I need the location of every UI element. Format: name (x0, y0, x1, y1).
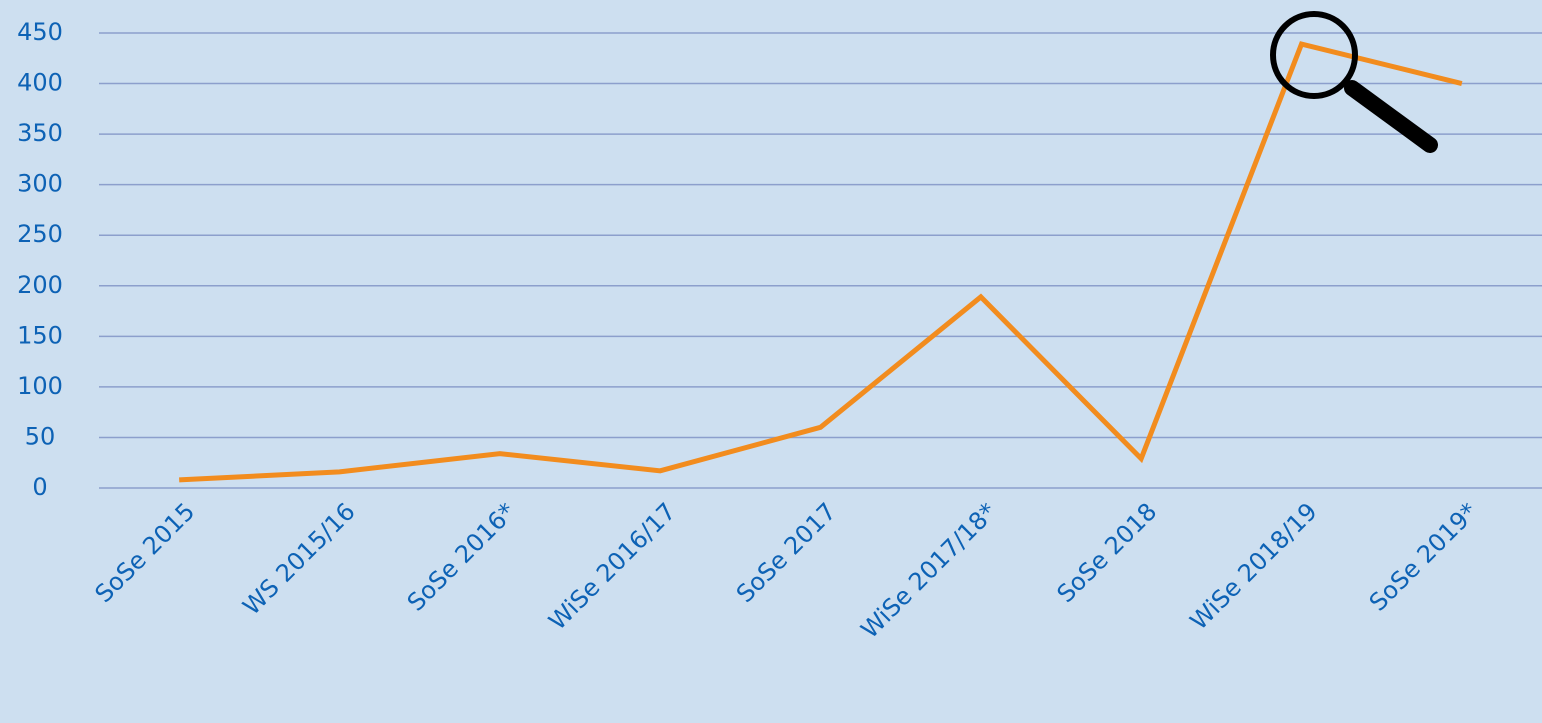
y-tick-label: 200 (17, 271, 63, 299)
data-line (179, 41, 1463, 483)
y-tick-label: 350 (17, 119, 63, 147)
y-tick-label: 0 (32, 473, 47, 501)
y-tick-label: 250 (17, 220, 63, 248)
y-tick-label: 100 (17, 372, 63, 400)
y-tick-label: 300 (17, 170, 63, 198)
magnifier-icon (1270, 11, 1438, 153)
magnifier-lens (1270, 11, 1358, 99)
y-tick-label: 400 (17, 69, 63, 97)
y-tick-label: 150 (17, 321, 63, 349)
grid: 0 50 100 150 200 250 300 350 400 450 (17, 18, 1542, 501)
magnifier-handle (1344, 80, 1438, 153)
y-tick-label: 50 (25, 422, 56, 450)
y-tick-label: 450 (17, 18, 63, 46)
